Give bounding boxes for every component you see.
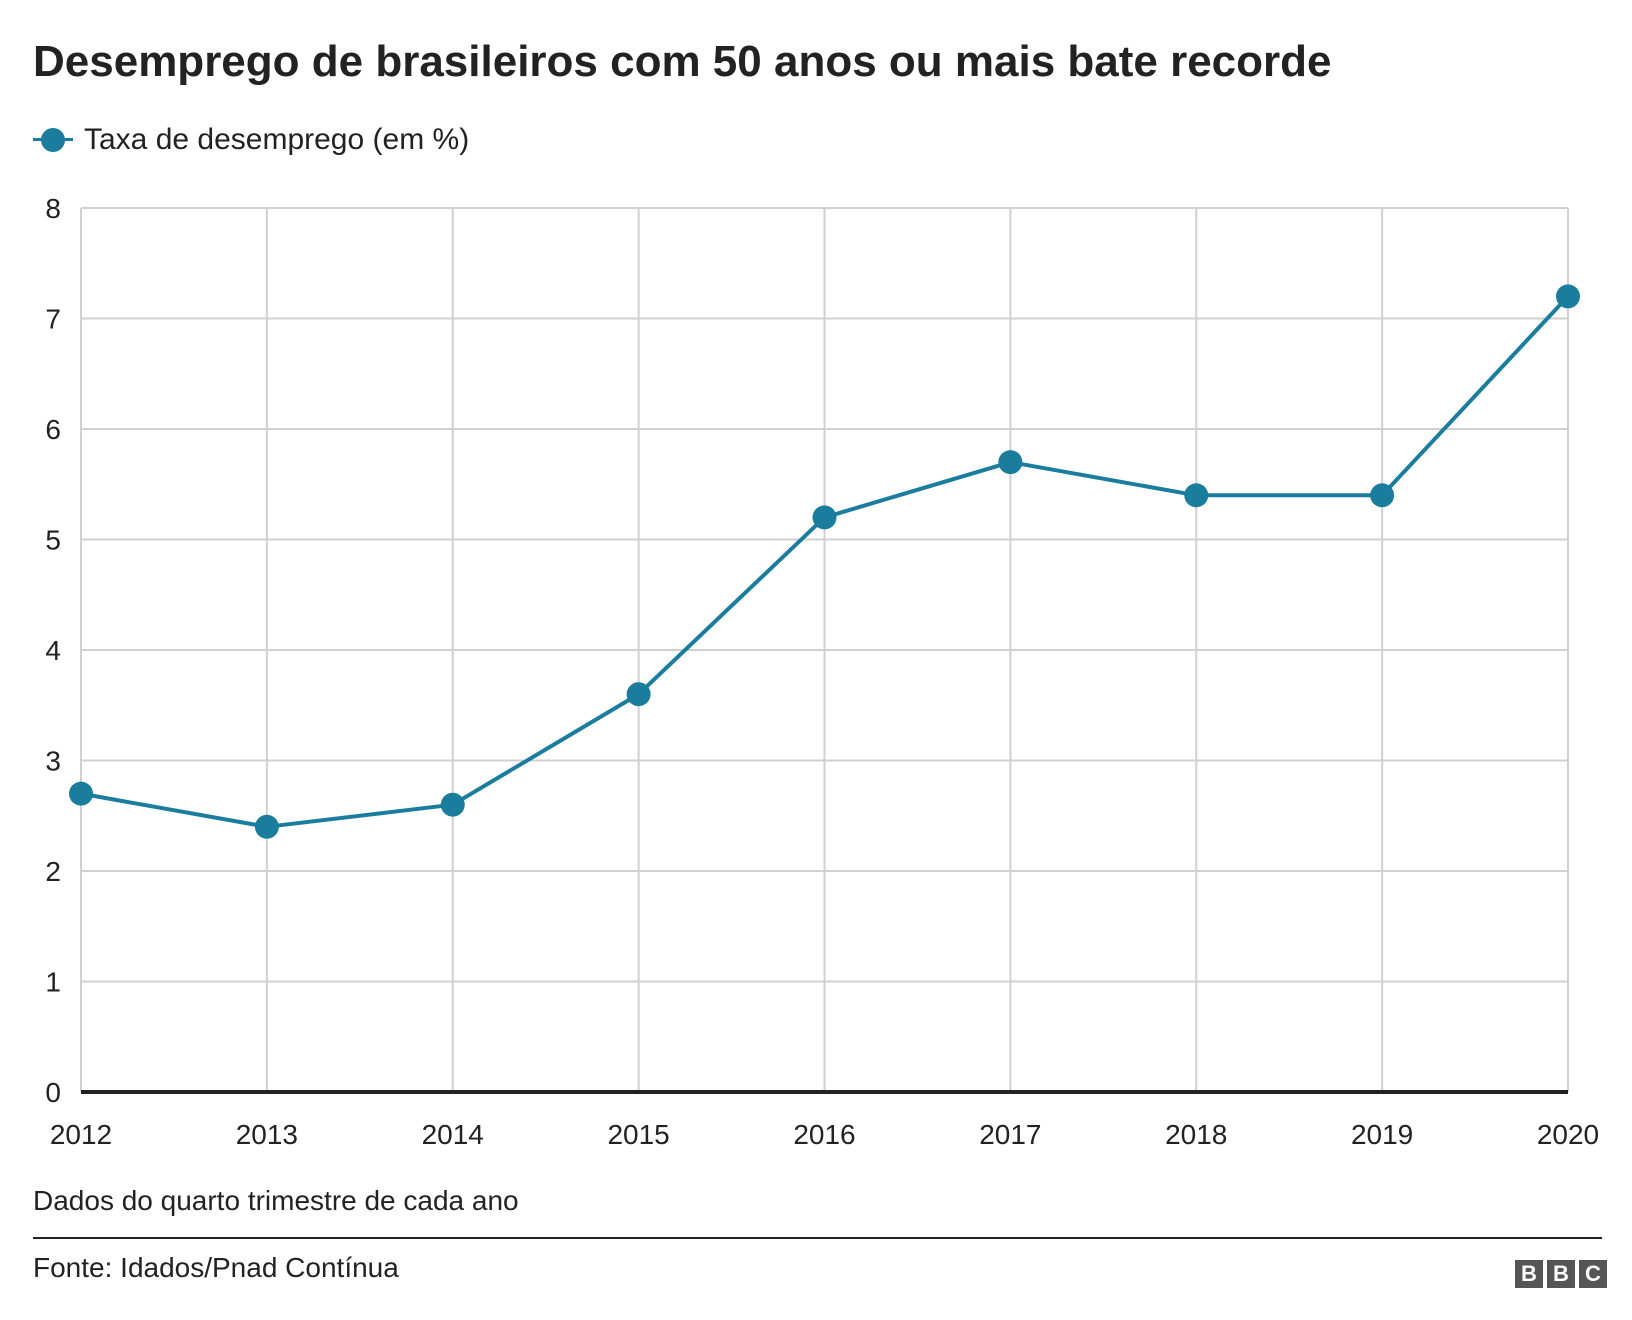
y-tick-label: 2: [45, 856, 61, 887]
data-point: [626, 682, 651, 707]
x-tick-label: 2016: [793, 1119, 855, 1150]
y-tick-label: 4: [45, 635, 61, 666]
data-point: [1370, 483, 1395, 508]
bbc-logo-letter: B: [1547, 1260, 1575, 1288]
y-tick-label: 3: [45, 746, 61, 777]
bbc-logo-letter: C: [1579, 1260, 1607, 1288]
bbc-logo-letter: B: [1515, 1260, 1543, 1288]
x-tick-label: 2017: [979, 1119, 1041, 1150]
chart-title: Desemprego de brasileiros com 50 anos ou…: [33, 37, 1332, 86]
x-tick-label: 2019: [1351, 1119, 1413, 1150]
x-tick-label: 2013: [236, 1119, 298, 1150]
y-tick-label: 6: [45, 414, 61, 445]
footer-divider: [33, 1237, 1602, 1239]
x-tick-label: 2014: [422, 1119, 484, 1150]
data-point: [69, 781, 93, 806]
data-point: [254, 814, 279, 839]
y-tick-label: 7: [45, 304, 61, 335]
line-chart: 0 1 2 3 4 5 6 7 8 2012 2013 2014 2015 2016 2017 2018 201…: [45, 193, 1599, 1150]
y-tick-label: 5: [45, 525, 61, 556]
y-tick-label: 1: [45, 967, 61, 998]
data-point: [998, 450, 1023, 475]
axes: 0 1 2 3 4 5 6 7 8 2012 2013 2014 2015 2016 2017 2018 201…: [45, 193, 1599, 1150]
series-unemployment-rate: [69, 284, 1580, 839]
legend-marker-icon: [33, 127, 73, 153]
y-tick-label: 0: [45, 1077, 61, 1108]
bbc-logo: B B C: [1515, 1260, 1607, 1288]
data-point: [812, 505, 837, 530]
legend-label: Taxa de desemprego (em %): [84, 123, 470, 156]
x-tick-label: 2015: [607, 1119, 669, 1150]
y-tick-label: 8: [45, 193, 61, 224]
x-tick-label: 2020: [1537, 1119, 1599, 1150]
grid-lines: [80, 207, 1569, 1092]
data-point: [1184, 483, 1209, 508]
data-point: [440, 792, 465, 817]
data-point: [1556, 284, 1580, 309]
legend-dot: [41, 128, 65, 152]
chart-note: Dados do quarto trimestre de cada ano: [33, 1185, 519, 1216]
x-tick-label: 2018: [1165, 1119, 1227, 1150]
legend: Taxa de desemprego (em %): [33, 118, 469, 162]
source-text: Fonte: Idados/Pnad Contínua: [33, 1252, 399, 1283]
x-tick-label: 2012: [50, 1119, 112, 1150]
